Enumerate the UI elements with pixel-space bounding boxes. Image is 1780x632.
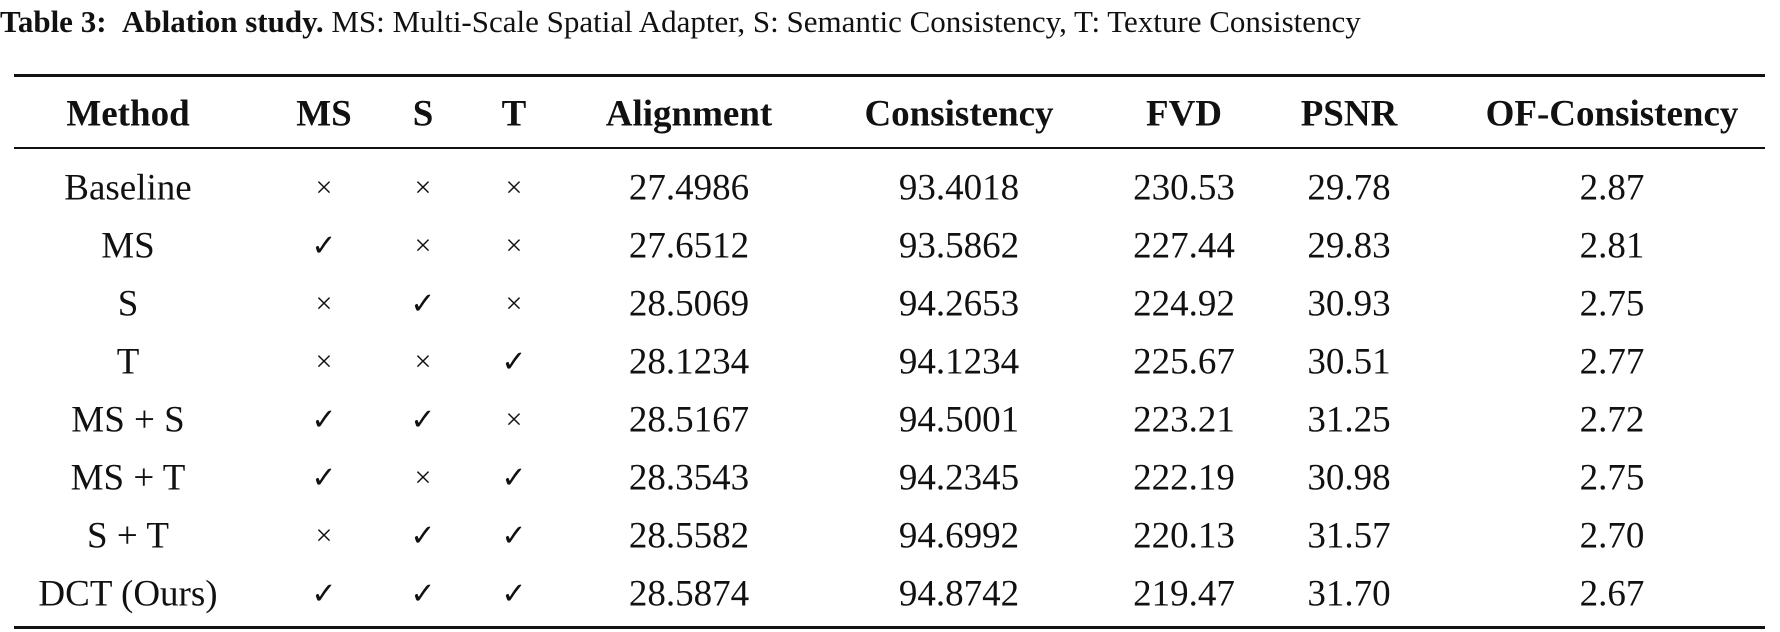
metric-cell: 222.19 (1133, 457, 1235, 499)
component-mark: × (414, 345, 432, 378)
header-cell: OF-Consistency (1485, 93, 1739, 135)
component-mark: ✓ (501, 461, 527, 495)
metric-cell: 29.78 (1307, 167, 1391, 209)
component-mark: × (505, 287, 523, 320)
header-cell: PSNR (1300, 93, 1398, 135)
metric-cell: 30.93 (1307, 283, 1391, 325)
method-cell: T (116, 341, 140, 383)
caption-title: Ablation study. (122, 4, 324, 39)
metric-cell: 94.2653 (898, 283, 1020, 325)
header-cell: Alignment (605, 93, 773, 135)
component-mark: ✓ (311, 229, 337, 263)
component-mark: × (414, 229, 432, 262)
metric-cell: 2.77 (1579, 341, 1645, 383)
metric-cell: 2.72 (1579, 399, 1645, 441)
metric-cell: 225.67 (1133, 341, 1235, 383)
caption-label: Table 3: (0, 4, 107, 39)
header-cell: Consistency (864, 93, 1054, 135)
metric-cell: 219.47 (1133, 573, 1235, 615)
metric-cell: 28.5167 (628, 399, 750, 441)
metric-cell: 93.5862 (898, 225, 1020, 267)
method-cell: MS (101, 225, 155, 267)
header-cell: S (412, 93, 434, 135)
metric-cell: 28.5874 (628, 573, 750, 615)
bottom-rule (14, 626, 1765, 629)
component-mark: × (505, 229, 523, 262)
caption: Table 3: Ablation study. MS: Multi-Scale… (0, 2, 1780, 42)
metric-cell: 94.1234 (898, 341, 1020, 383)
metric-cell: 27.6512 (628, 225, 750, 267)
metric-cell: 28.5069 (628, 283, 750, 325)
metric-cell: 2.75 (1579, 283, 1645, 325)
component-mark: × (505, 403, 523, 436)
component-mark: ✓ (410, 577, 436, 611)
metric-cell: 2.70 (1579, 515, 1645, 557)
component-mark: ✓ (410, 519, 436, 553)
metric-cell: 230.53 (1133, 167, 1235, 209)
metric-cell: 94.5001 (898, 399, 1020, 441)
metric-cell: 28.5582 (628, 515, 750, 557)
metric-cell: 94.2345 (898, 457, 1020, 499)
component-mark: × (315, 287, 333, 320)
method-cell: S (117, 283, 139, 325)
component-mark: ✓ (410, 403, 436, 437)
component-mark: × (315, 171, 333, 204)
top-rule (14, 74, 1765, 77)
component-mark: × (414, 461, 432, 494)
metric-cell: 224.92 (1133, 283, 1235, 325)
header-cell: Method (66, 93, 190, 135)
metric-cell: 30.51 (1307, 341, 1391, 383)
metric-cell: 28.3543 (628, 457, 750, 499)
metric-cell: 94.6992 (898, 515, 1020, 557)
metric-cell: 2.87 (1579, 167, 1645, 209)
component-mark: ✓ (311, 577, 337, 611)
method-cell: Baseline (64, 167, 192, 209)
metric-cell: 29.83 (1307, 225, 1391, 267)
component-mark: ✓ (501, 345, 527, 379)
mid-rule (14, 147, 1765, 149)
component-mark: × (414, 171, 432, 204)
component-mark: ✓ (410, 287, 436, 321)
method-cell: DCT (Ours) (38, 573, 218, 615)
header-cell: MS (296, 93, 352, 135)
header-cell: FVD (1145, 93, 1223, 135)
component-mark: ✓ (501, 577, 527, 611)
metric-cell: 27.4986 (628, 167, 750, 209)
component-mark: ✓ (311, 403, 337, 437)
metric-cell: 94.8742 (898, 573, 1020, 615)
metric-cell: 2.67 (1579, 573, 1645, 615)
component-mark: × (505, 171, 523, 204)
method-cell: MS + T (70, 457, 186, 499)
metric-cell: 223.21 (1133, 399, 1235, 441)
caption-text: MS: Multi-Scale Spatial Adapter, S: Sema… (331, 4, 1361, 39)
metric-cell: 28.1234 (628, 341, 750, 383)
metric-cell: 31.25 (1307, 399, 1391, 441)
header-cell: T (501, 93, 527, 135)
metric-cell: 30.98 (1307, 457, 1391, 499)
method-cell: S + T (87, 515, 169, 557)
metric-cell: 93.4018 (898, 167, 1020, 209)
component-mark: × (315, 519, 333, 552)
metric-cell: 31.57 (1307, 515, 1391, 557)
method-cell: MS + S (71, 399, 185, 441)
metric-cell: 2.75 (1579, 457, 1645, 499)
metric-cell: 227.44 (1133, 225, 1235, 267)
component-mark: ✓ (501, 519, 527, 553)
component-mark: × (315, 345, 333, 378)
component-mark: ✓ (311, 461, 337, 495)
metric-cell: 2.81 (1579, 225, 1645, 267)
metric-cell: 220.13 (1133, 515, 1235, 557)
metric-cell: 31.70 (1307, 573, 1391, 615)
